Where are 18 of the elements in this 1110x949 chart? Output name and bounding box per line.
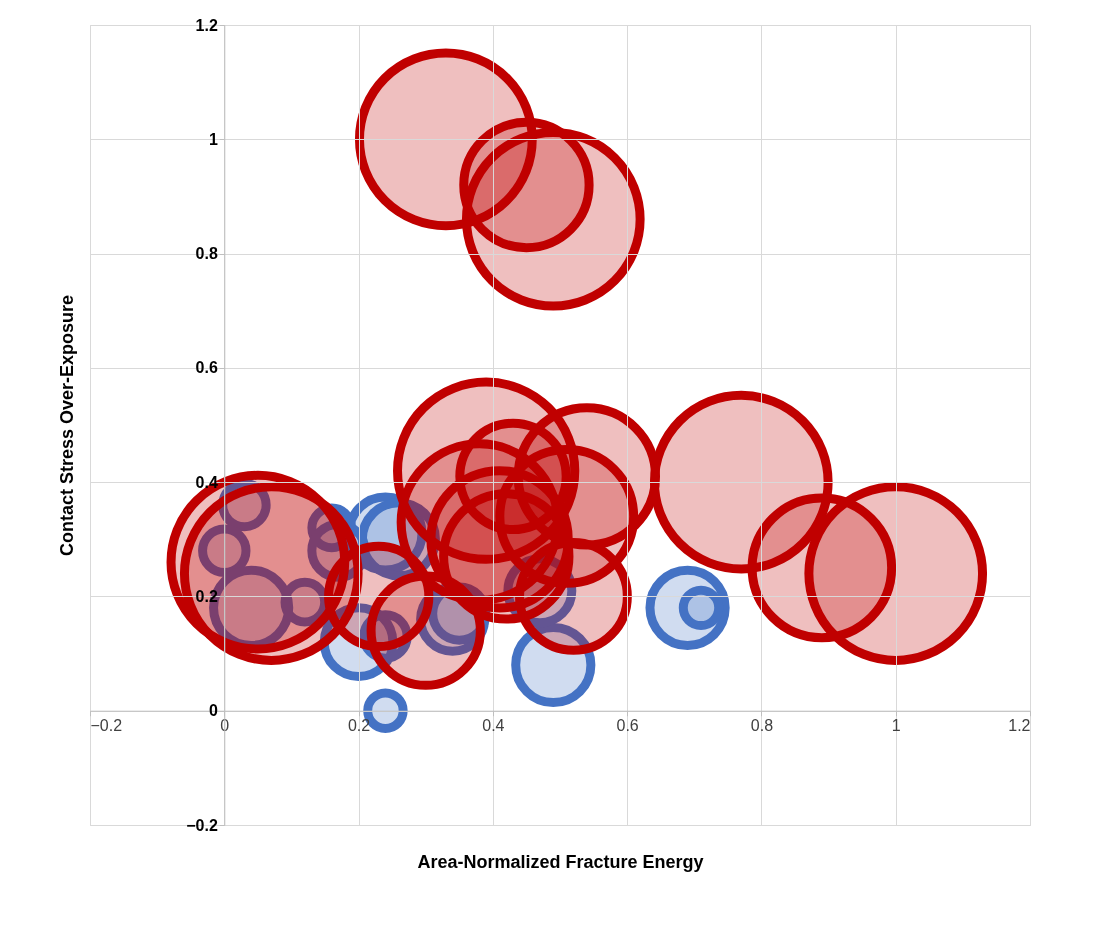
y-tick-label: 1 [208, 130, 218, 148]
x-tick-label: 0.6 [616, 717, 639, 735]
y-tick-label: 0.6 [195, 359, 218, 377]
x-tick-label: 0.8 [750, 717, 774, 735]
y-tick-label: 0 [208, 702, 218, 720]
x-axis-title: Area-Normalized Fracture Energy [417, 851, 704, 872]
y-tick-label: 0.4 [195, 473, 218, 491]
x-tick-label: −0.2 [90, 717, 123, 735]
y-tick-label: 0.2 [195, 587, 218, 605]
x-tick-label: 0.2 [347, 717, 371, 735]
x-tick-label: 1 [891, 717, 901, 735]
y-tick-label: 1.2 [195, 16, 218, 34]
y-tick-label: 0.8 [195, 245, 218, 263]
y-axis-title: Contact Stress Over-Exposure [56, 294, 77, 557]
x-tick-label: 0.4 [482, 717, 505, 735]
y-tick-label: −0.2 [186, 816, 218, 834]
x-tick-label: 1.2 [1008, 717, 1031, 735]
x-tick-label: 0 [220, 717, 230, 735]
